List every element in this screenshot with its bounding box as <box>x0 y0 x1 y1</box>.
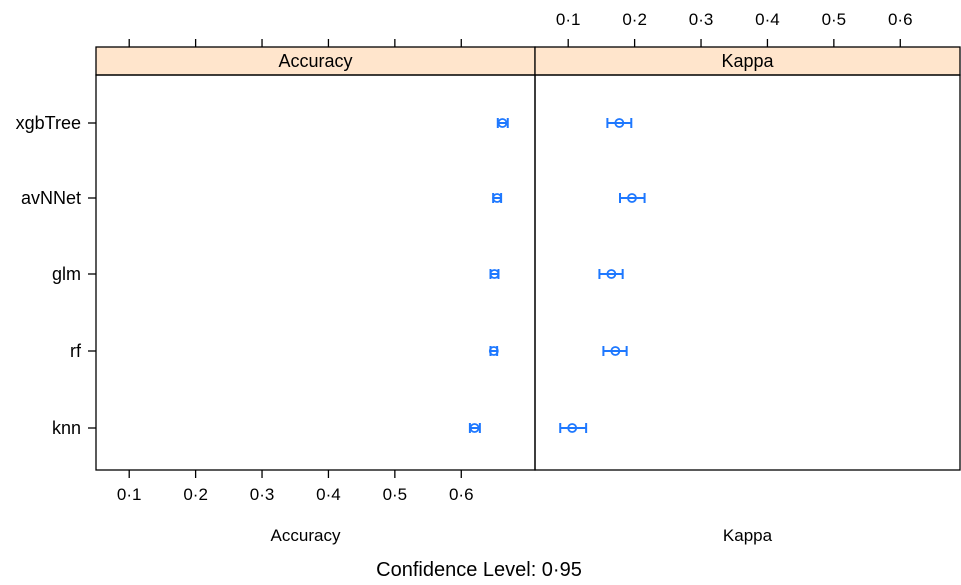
y-tick-label-knn: knn <box>52 418 81 438</box>
x-tick-label: 0·1 <box>117 485 142 504</box>
panel-accuracy <box>95 74 536 471</box>
strip-kappa <box>534 46 961 76</box>
x-tick-label: 0·4 <box>316 485 341 504</box>
point-rf <box>488 346 499 356</box>
strip-label-accuracy: Accuracy <box>278 51 352 71</box>
strip-accuracy <box>95 46 536 76</box>
point-avNNet <box>492 193 503 203</box>
point-xgbTree <box>614 118 625 128</box>
strip-label-kappa: Kappa <box>721 51 774 71</box>
point-rf <box>610 346 621 356</box>
top-tick-label: 0·3 <box>689 10 714 29</box>
top-tick-label: 0·6 <box>888 10 913 29</box>
y-tick-label-rf: rf <box>70 341 82 361</box>
top-tick-label: 0·1 <box>556 10 581 29</box>
x-tick-label: 0·2 <box>183 485 208 504</box>
x-tick-label: 0·5 <box>383 485 408 504</box>
top-tick-label: 0·4 <box>755 10 780 29</box>
point-glm <box>606 269 617 279</box>
point-knn <box>469 423 480 433</box>
x-axis-label-kappa: Kappa <box>723 526 773 545</box>
point-knn <box>567 423 578 433</box>
x-axis-label-accuracy: Accuracy <box>271 526 341 545</box>
y-tick-label-glm: glm <box>52 264 81 284</box>
x-tick-label: 0·3 <box>250 485 275 504</box>
point-glm <box>489 269 500 279</box>
y-tick-label-avNNet: avNNet <box>21 188 81 208</box>
confidence-level-label: Confidence Level: 0·95 <box>376 559 582 581</box>
panel-kappa <box>534 74 961 471</box>
x-tick-label: 0·6 <box>449 485 474 504</box>
point-avNNet <box>627 193 637 203</box>
point-xgbTree <box>497 118 508 128</box>
y-tick-label-xgbTree: xgbTree <box>16 113 81 133</box>
top-tick-label: 0·2 <box>622 10 647 29</box>
top-tick-label: 0·5 <box>822 10 847 29</box>
